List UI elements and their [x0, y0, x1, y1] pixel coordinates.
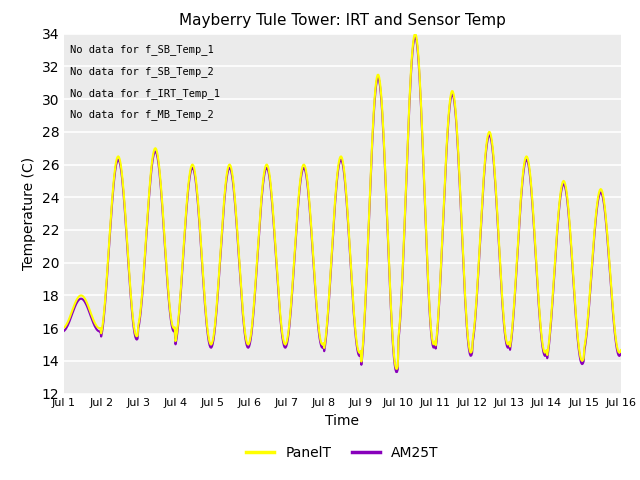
Text: No data for f_SB_Temp_2: No data for f_SB_Temp_2 — [70, 66, 213, 77]
X-axis label: Time: Time — [325, 414, 360, 428]
Text: No data for f_SB_Temp_1: No data for f_SB_Temp_1 — [70, 44, 213, 55]
Y-axis label: Temperature (C): Temperature (C) — [22, 157, 36, 270]
Title: Mayberry Tule Tower: IRT and Sensor Temp: Mayberry Tule Tower: IRT and Sensor Temp — [179, 13, 506, 28]
Text: No data for f_MB_Temp_2: No data for f_MB_Temp_2 — [70, 109, 213, 120]
Legend: PanelT, AM25T: PanelT, AM25T — [241, 441, 444, 466]
Text: No data for f_IRT_Temp_1: No data for f_IRT_Temp_1 — [70, 87, 220, 98]
